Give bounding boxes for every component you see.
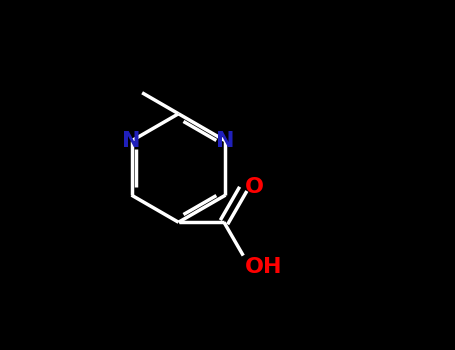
Text: OH: OH [245,257,283,277]
Text: O: O [245,177,264,197]
Text: N: N [122,131,141,151]
Text: N: N [216,131,235,151]
